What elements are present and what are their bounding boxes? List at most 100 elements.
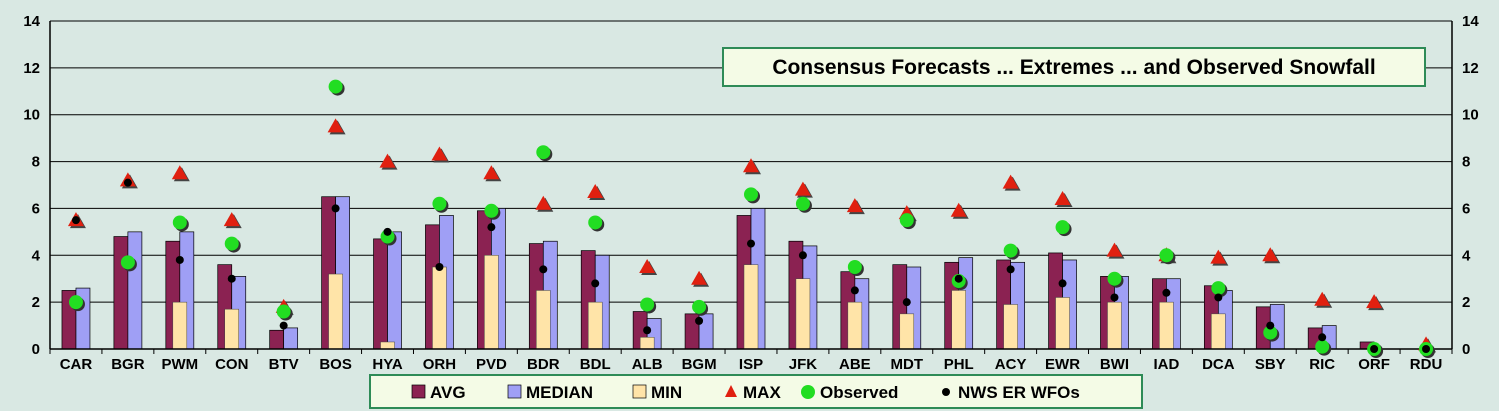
observed-marker xyxy=(1107,271,1122,286)
min-bar xyxy=(1211,313,1226,350)
y-tick-label-right: 2 xyxy=(1462,294,1470,311)
max-marker xyxy=(1054,191,1071,206)
nws-marker xyxy=(902,298,911,307)
category-label: PVD xyxy=(476,356,507,373)
median-bar xyxy=(127,231,143,350)
nws-marker xyxy=(1214,293,1223,302)
y-tick-label-right: 0 xyxy=(1462,341,1470,358)
category-label: BGM xyxy=(682,356,717,373)
min-bar xyxy=(795,278,811,350)
nws-marker xyxy=(175,255,184,264)
category-label: JFK xyxy=(789,356,818,373)
legend-frame xyxy=(369,374,1143,409)
category-label: PWM xyxy=(161,356,198,373)
legend-label: MIN xyxy=(651,383,682,402)
min-bar xyxy=(587,301,603,350)
category-label: SBY xyxy=(1255,356,1286,373)
observed-marker xyxy=(1055,220,1070,235)
category-label: DCA xyxy=(1202,356,1235,373)
observed-marker xyxy=(899,213,914,228)
legend-swatch xyxy=(801,385,815,399)
observed-marker xyxy=(692,299,707,314)
category-label: MDT xyxy=(891,356,924,373)
category-label: CON xyxy=(215,356,248,373)
median-bar xyxy=(283,327,299,350)
y-tick-label-right: 4 xyxy=(1462,247,1471,264)
y-tick-label-left: 6 xyxy=(32,200,40,217)
min-bar xyxy=(1055,297,1070,350)
max-marker xyxy=(483,165,500,180)
min-bar xyxy=(328,273,343,350)
min-bar xyxy=(484,255,499,350)
legend: AVG MEDIAN MIN MAX Observed NWS ER WFOs xyxy=(369,374,1143,409)
max-marker xyxy=(950,202,967,217)
nws-marker xyxy=(71,216,80,225)
category-label: ABE xyxy=(839,356,871,373)
nws-marker xyxy=(435,263,444,271)
observed-marker xyxy=(588,215,603,230)
max-marker xyxy=(171,165,188,180)
min-bar xyxy=(172,301,188,350)
y-tick-label-left: 12 xyxy=(23,60,40,77)
max-marker xyxy=(743,158,759,173)
legend-label: NWS ER WFOs xyxy=(958,383,1080,402)
category-label: ISP xyxy=(739,356,763,373)
avg-bar xyxy=(373,238,388,350)
observed-marker xyxy=(744,187,758,202)
nws-marker xyxy=(123,178,132,187)
max-marker xyxy=(794,181,811,196)
nws-marker xyxy=(1058,279,1067,288)
max-marker xyxy=(691,270,708,285)
max-marker xyxy=(587,184,604,199)
category-label: BWI xyxy=(1100,356,1129,373)
avg-bar xyxy=(113,236,129,350)
max-marker xyxy=(1262,247,1279,262)
observed-marker xyxy=(276,304,291,319)
min-bar xyxy=(1159,301,1174,350)
nws-marker xyxy=(1318,333,1327,342)
observed-marker xyxy=(1315,339,1330,354)
median-bar xyxy=(387,231,402,350)
category-label: BOS xyxy=(319,356,352,373)
y-tick-label-right: 10 xyxy=(1462,107,1479,124)
category-label: BDL xyxy=(580,356,611,373)
min-bar xyxy=(951,290,966,350)
legend-swatch xyxy=(632,384,647,399)
category-label: IAD xyxy=(1153,356,1179,373)
observed-marker xyxy=(1263,325,1278,340)
category-label: RDU xyxy=(1410,356,1443,373)
min-bar xyxy=(847,301,863,350)
legend-swatch xyxy=(942,388,950,396)
legend-swatch xyxy=(725,385,737,397)
legend-label: AVG xyxy=(430,383,466,402)
min-bar xyxy=(1107,301,1122,350)
nws-marker xyxy=(591,279,600,288)
observed-marker xyxy=(328,79,343,94)
category-label: ORH xyxy=(423,356,456,373)
nws-marker xyxy=(954,274,963,283)
min-bar xyxy=(743,264,759,350)
max-marker xyxy=(431,146,448,161)
y-tick-label-right: 8 xyxy=(1462,154,1470,171)
max-marker xyxy=(1210,249,1227,264)
nws-marker xyxy=(643,326,652,335)
legend-swatch xyxy=(411,384,426,399)
legend-label: Observed xyxy=(820,383,898,402)
min-bar xyxy=(432,266,447,350)
nws-marker xyxy=(1006,265,1015,274)
observed-marker xyxy=(640,297,655,312)
category-label: BGR xyxy=(111,356,145,373)
nws-marker xyxy=(798,251,807,260)
max-marker xyxy=(223,212,240,227)
observed-marker xyxy=(795,196,810,211)
nws-marker xyxy=(695,316,704,325)
min-bar xyxy=(536,290,551,350)
max-marker xyxy=(1366,294,1383,309)
legend-swatch xyxy=(507,384,522,399)
observed-marker xyxy=(536,145,551,160)
min-bar xyxy=(639,337,655,350)
observed-marker xyxy=(1159,248,1174,263)
max-marker xyxy=(379,153,396,168)
